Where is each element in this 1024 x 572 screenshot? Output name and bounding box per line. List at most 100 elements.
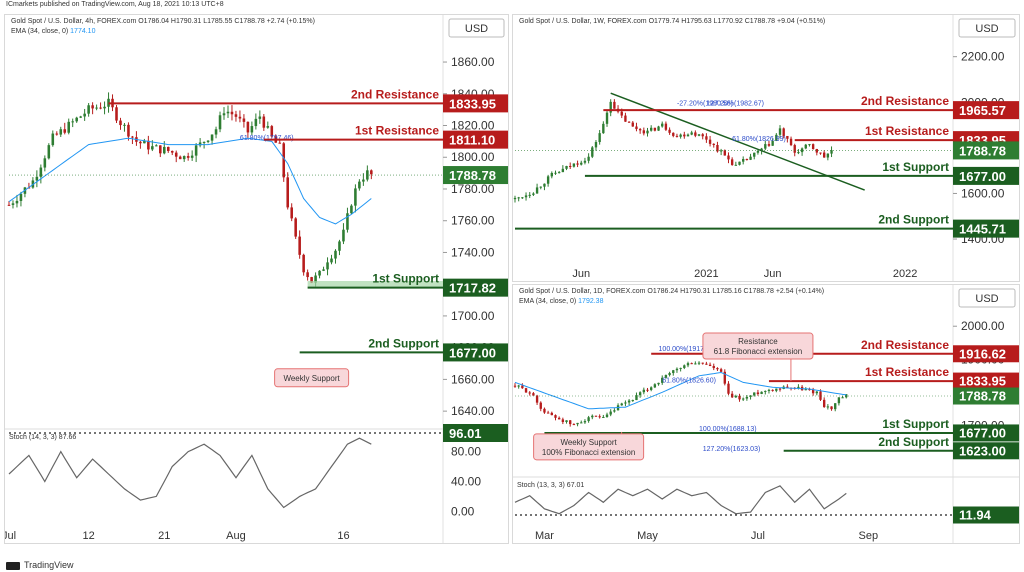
candle-body	[624, 402, 627, 404]
y-tick-label: 2000.00	[961, 319, 1005, 333]
price-tag-label: 1717.82	[449, 281, 496, 296]
price-tag	[443, 278, 508, 297]
candle-body	[139, 141, 142, 144]
stoch-value-label: 11.94	[959, 508, 992, 523]
candle-body	[234, 114, 238, 117]
candle-body	[286, 177, 289, 208]
candle-body	[318, 270, 321, 276]
candle-body	[528, 194, 531, 196]
candle-body	[178, 156, 182, 160]
price-tag-label: 1916.62	[959, 346, 1006, 361]
candle-body	[742, 158, 745, 162]
price-tag	[953, 101, 1019, 120]
candle-body	[266, 126, 270, 128]
candle-body	[764, 144, 767, 149]
candle-body	[302, 254, 305, 273]
chart-title: Gold Spot / U.S. Dollar, 1W, FOREX.com	[519, 18, 647, 25]
candle-body	[591, 415, 594, 418]
stoch-tick-label: 80.00	[451, 445, 481, 459]
candle-body	[87, 105, 90, 114]
candle-body	[119, 120, 122, 126]
candle-body	[598, 133, 601, 143]
candle-body	[63, 129, 67, 133]
candle-body	[701, 134, 704, 137]
candle-body	[775, 134, 778, 141]
candle-body	[782, 128, 785, 136]
candle-body	[11, 203, 15, 205]
x-tick-label: Jun	[764, 268, 782, 280]
current-price-label: 1788.78	[959, 143, 1006, 158]
x-tick-label: 16	[337, 530, 349, 542]
candle-body	[708, 364, 712, 367]
x-tick-label: Sep	[859, 530, 879, 542]
chart-title: Gold Spot / U.S. Dollar, 1D, FOREX.com	[519, 288, 646, 295]
candle-body	[546, 176, 550, 184]
level-label: 1st Support	[882, 417, 949, 431]
candle-body	[822, 399, 826, 407]
candle-body	[756, 392, 760, 395]
candle-body	[583, 421, 587, 423]
candle-body	[155, 145, 158, 147]
candle-body	[668, 129, 671, 133]
candle-body	[83, 113, 86, 117]
candle-body	[546, 412, 550, 414]
candle-body	[613, 101, 616, 109]
candle-body	[730, 159, 734, 165]
candle-body	[565, 420, 568, 422]
candle-body	[830, 406, 833, 410]
candle-body	[218, 115, 222, 130]
candle-body	[198, 142, 202, 146]
candle-body	[202, 141, 206, 143]
candle-body	[258, 116, 262, 119]
fib-label: 127.20%(1623.03)	[703, 446, 761, 453]
stoch-value-tag	[953, 506, 1019, 524]
candle-body	[535, 395, 539, 403]
candle-body	[79, 116, 82, 118]
chart-panel-4h[interactable]: Gold Spot / U.S. Dollar, 4h, FOREX.com O…	[4, 14, 509, 544]
candle-body	[683, 365, 686, 368]
candle-body	[830, 150, 833, 154]
candle-body	[242, 118, 246, 122]
ema-label: EMA (34, close, 0)	[519, 298, 577, 305]
level-label: 2nd Support	[368, 336, 439, 350]
candle-body	[143, 140, 146, 144]
candle-body	[811, 144, 815, 149]
candle-body	[642, 130, 646, 134]
price-tag	[443, 94, 508, 113]
y-tick-label: 1600.00	[961, 186, 1005, 200]
chart-panel-1d[interactable]: Gold Spot / U.S. Dollar, 1D, FOREX.com O…	[512, 284, 1020, 544]
candle-body	[675, 135, 679, 137]
currency-label: USD	[975, 293, 998, 305]
level-label: 1st Support	[372, 272, 439, 286]
chart-panel-1w[interactable]: Gold Spot / U.S. Dollar, 1W, FOREX.com O…	[512, 14, 1020, 282]
candle-body	[627, 121, 631, 123]
candle-body	[342, 229, 345, 242]
candle-body	[166, 146, 170, 151]
y-tick-label: 1800.00	[451, 150, 495, 164]
candle-body	[350, 205, 353, 214]
candle-body	[672, 132, 675, 136]
candle-body	[159, 145, 162, 154]
candle-body	[609, 101, 612, 113]
candle-body	[338, 241, 341, 251]
candle-body	[246, 121, 250, 133]
candle-body	[613, 410, 616, 412]
candle-body	[797, 386, 800, 389]
candle-body	[800, 148, 804, 153]
annotation-text: Resistance	[738, 337, 778, 346]
price-tag	[953, 372, 1019, 390]
chart-title: Gold Spot / U.S. Dollar, 4h, FOREX.com	[11, 18, 137, 25]
annotation-text: Weekly Support	[560, 438, 617, 447]
candle-body	[334, 250, 337, 259]
candle-body	[756, 150, 760, 153]
price-tag-label: 1833.95	[959, 374, 1006, 389]
candle-body	[43, 158, 47, 168]
candle-body	[51, 133, 55, 146]
candle-body	[775, 388, 778, 391]
candle-body	[738, 161, 741, 165]
candle-body	[306, 272, 309, 278]
candle-body	[771, 140, 774, 146]
candle-body	[358, 181, 361, 189]
x-tick-label: Jul	[751, 530, 765, 542]
annotation-text: 61.8 Fibonacci extension	[714, 347, 803, 356]
